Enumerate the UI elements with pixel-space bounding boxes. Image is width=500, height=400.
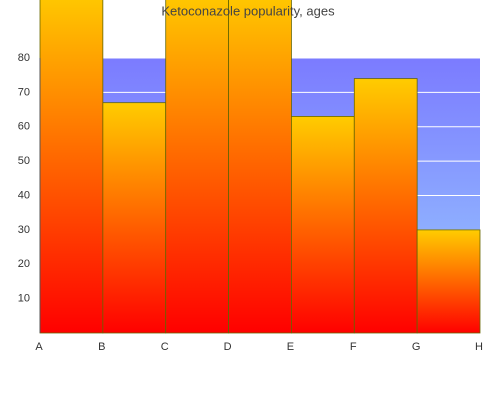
x-tick-label: E xyxy=(287,341,294,353)
x-tick-label: D xyxy=(224,341,232,353)
x-tick-label: F xyxy=(350,341,357,353)
x-tick-label: H xyxy=(475,341,483,353)
y-tick-label: 10 xyxy=(18,293,30,305)
step-segment xyxy=(416,229,481,334)
step-segment xyxy=(291,116,355,334)
step-segment xyxy=(353,78,418,334)
y-tick-label: 50 xyxy=(18,155,30,167)
x-tick-label: G xyxy=(412,341,421,353)
y-tick-label: 20 xyxy=(18,258,30,270)
x-tick-label: C xyxy=(161,341,169,353)
step-segment xyxy=(228,0,292,334)
x-tick-label: B xyxy=(98,341,105,353)
x-tick-label: A xyxy=(35,341,43,353)
y-tick-label: 60 xyxy=(18,121,30,133)
y-tick-label: 30 xyxy=(18,224,30,236)
step-segment xyxy=(165,0,229,334)
y-tick-label: 40 xyxy=(18,189,30,201)
step-segment xyxy=(102,102,167,334)
y-tick-label: 70 xyxy=(18,86,30,98)
y-tick-label: 80 xyxy=(18,52,30,64)
chart-title: Ketoconazole popularity, ages xyxy=(161,3,335,18)
step-segment xyxy=(39,0,104,334)
